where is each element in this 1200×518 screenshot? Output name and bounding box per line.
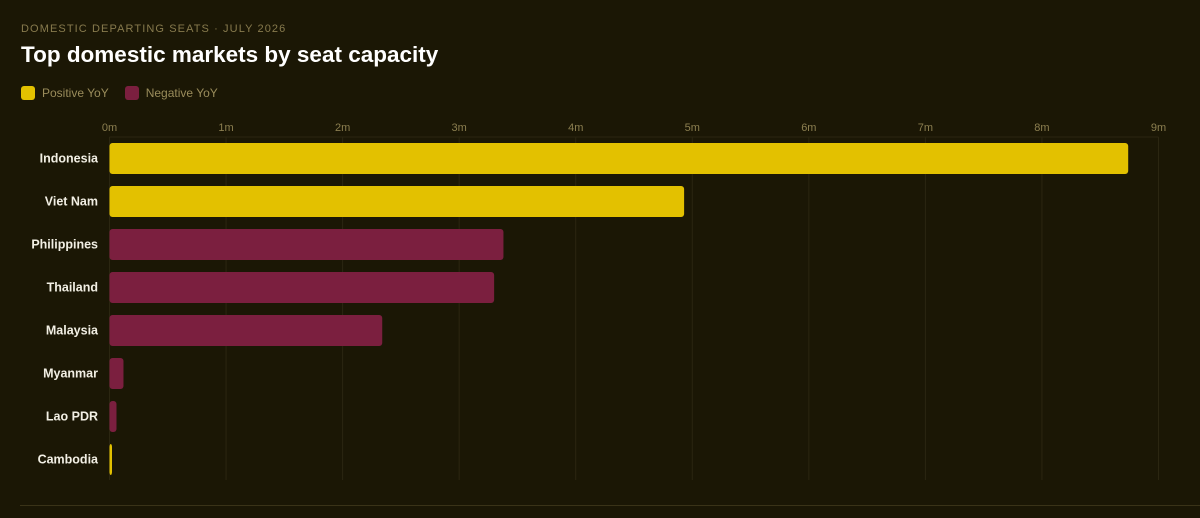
x-tick-label: 4m — [568, 122, 583, 134]
chart-title: Top domestic markets by seat capacity — [21, 42, 439, 67]
bar — [109, 186, 685, 217]
category-label: Viet Nam — [45, 195, 98, 209]
legend-swatch-positive — [21, 86, 35, 100]
bar — [109, 272, 495, 303]
bar — [109, 315, 383, 346]
bar — [109, 143, 1129, 174]
x-tick-label: 5m — [685, 122, 700, 134]
x-tick-label: 8m — [1034, 122, 1049, 134]
x-tick-label: 7m — [918, 122, 933, 134]
x-tick-label: 0m — [102, 122, 117, 134]
category-label: Myanmar — [43, 367, 98, 381]
legend-label-negative: Negative YoY — [145, 86, 218, 100]
x-tick-label: 2m — [335, 122, 350, 134]
x-tick-label: 9m — [1151, 122, 1166, 134]
x-tick-label: 6m — [801, 122, 816, 134]
bar — [109, 358, 124, 389]
legend-item-positive[interactable]: Positive YoY — [21, 86, 109, 100]
x-tick-label: 1m — [218, 122, 233, 134]
legend-label-positive: Positive YoY — [42, 86, 109, 100]
category-label: Malaysia — [46, 324, 99, 338]
x-tick-label: 3m — [452, 122, 467, 134]
legend: Positive YoY Negative YoY — [21, 86, 234, 100]
legend-item-negative[interactable]: Negative YoY — [124, 86, 218, 100]
bar — [109, 401, 117, 432]
bottom-divider — [20, 505, 1200, 506]
category-label: Indonesia — [40, 152, 99, 166]
bar — [109, 229, 504, 260]
chart-eyebrow: DOMESTIC DEPARTING SEATS · JULY 2026 — [21, 23, 287, 35]
category-label: Thailand — [47, 281, 98, 295]
category-label: Lao PDR — [46, 410, 98, 424]
category-label: Philippines — [31, 238, 98, 252]
bar — [109, 444, 112, 475]
legend-swatch-negative — [124, 86, 139, 100]
category-label: Cambodia — [38, 453, 99, 467]
